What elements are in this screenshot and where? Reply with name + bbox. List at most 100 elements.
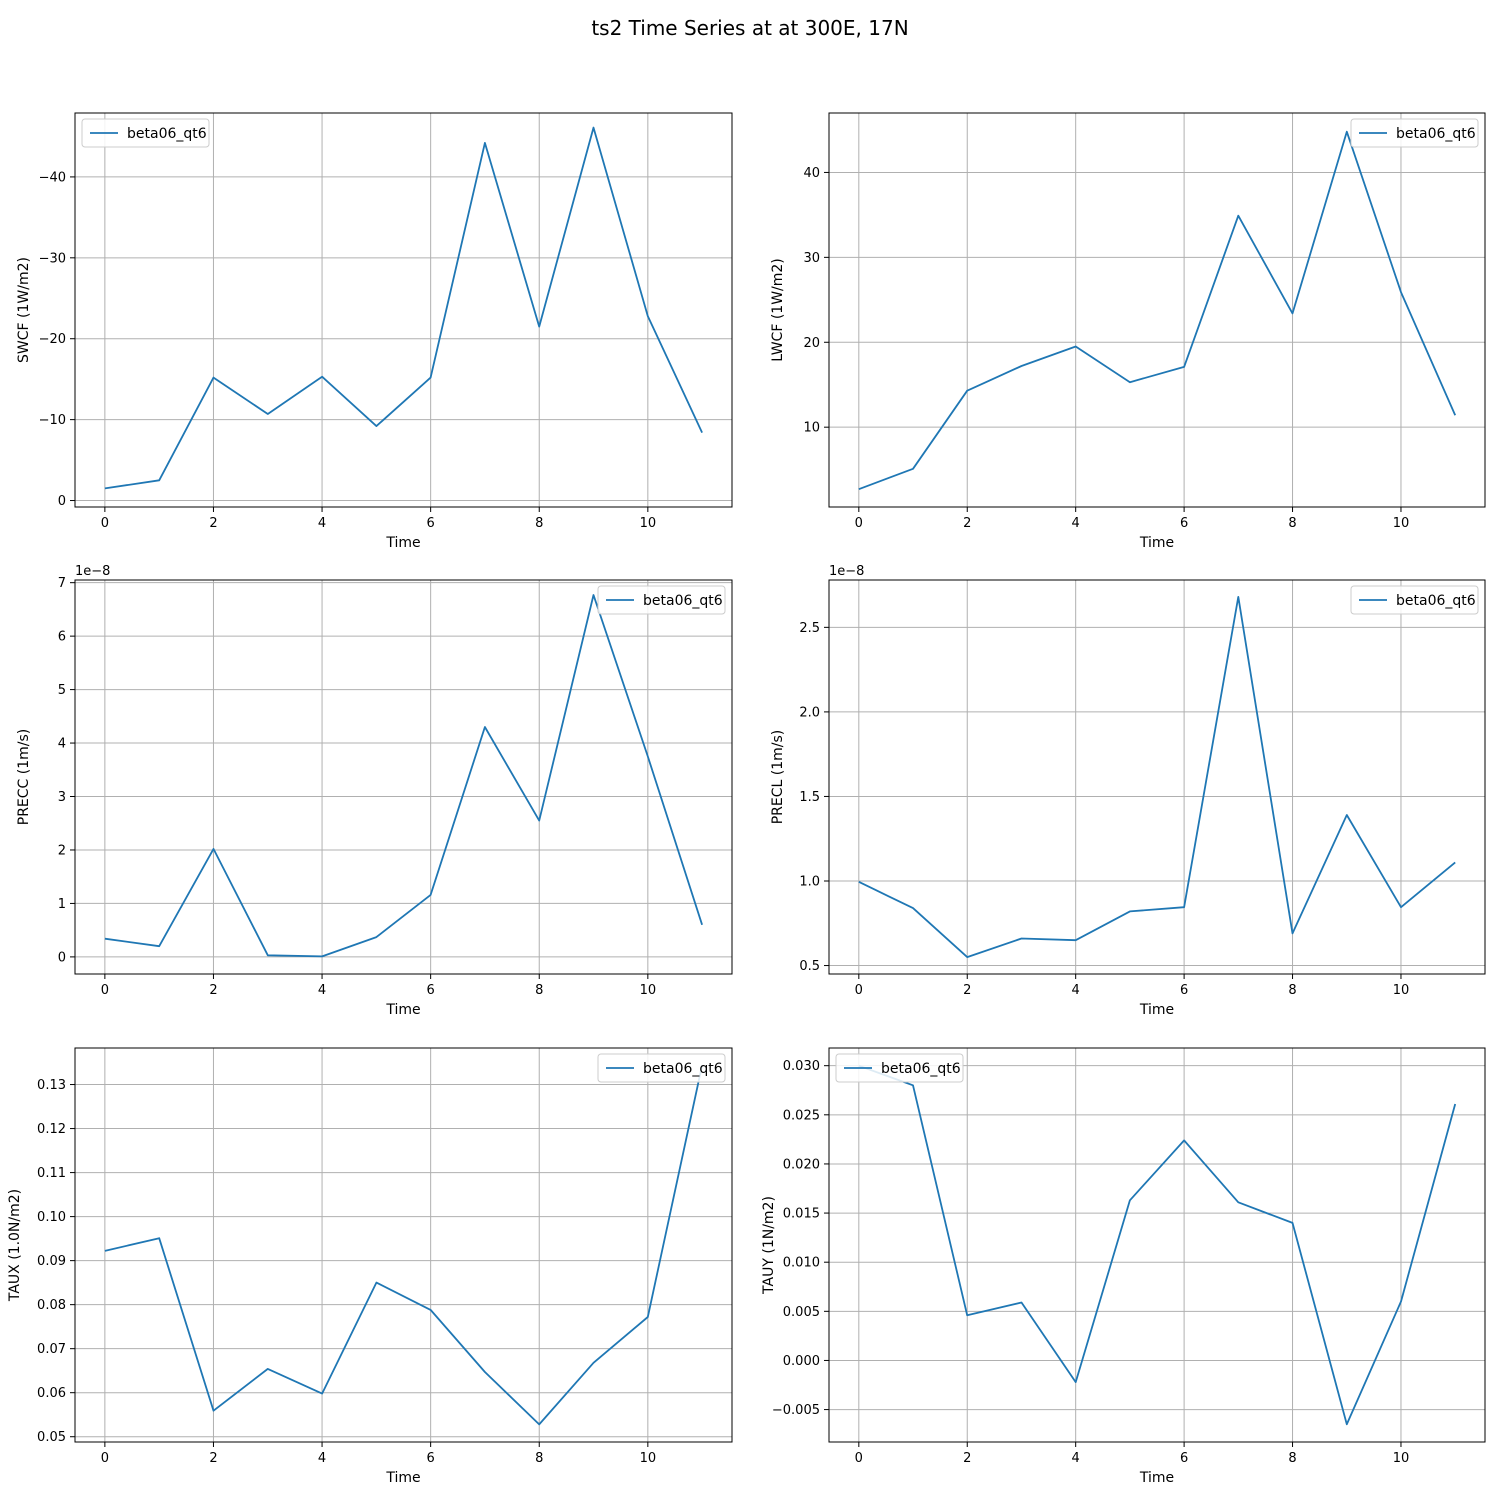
y-axis-label: PRECC (1m/s) — [16, 729, 32, 826]
y-axis-label: TAUX (1.0N/m2) — [7, 1189, 23, 1302]
subplot-3: 0 2 4 6 8 10 0 1 2 3 4 5 6 7 Time PRECC (1m/s) 1e−8 beta0… — [16, 564, 733, 1018]
x-tick-label: 6 — [1180, 516, 1188, 531]
y-tick-label: 4 — [58, 737, 66, 752]
y-tick-label: 3 — [58, 790, 66, 805]
x-tick-label: 2 — [963, 516, 971, 531]
y-tick-label: 30 — [803, 251, 820, 266]
y-tick-label: 5 — [58, 683, 66, 698]
y-axis-label: LWCF (1W/m2) — [770, 258, 786, 362]
y-tick-label: 0.07 — [37, 1342, 66, 1357]
y-tick-label: 1.5 — [799, 790, 820, 805]
legend: beta06_qt6 — [1350, 585, 1479, 615]
y-tick-label: 0.10 — [37, 1210, 66, 1225]
x-tick-label: 0 — [855, 516, 863, 531]
subplot-4: 0 2 4 6 8 10 0.5 1.0 1.5 2.0 2.5 Time PRECL (1m/s) 1e… — [770, 564, 1486, 1018]
y-tick-label: 0.12 — [37, 1122, 66, 1137]
y-tick-label: 20 — [803, 336, 820, 351]
x-tick-label: 8 — [1288, 1451, 1296, 1466]
y-offset-label: 1e−8 — [75, 564, 110, 579]
x-tick-label: 10 — [640, 983, 657, 998]
x-tick-label: 4 — [1072, 1451, 1080, 1466]
y-tick-label: 0.13 — [37, 1078, 66, 1093]
subplot-6: 0 2 4 6 8 10 −0.005 0.000 0.005 0.010 0.015 0.020 0.… — [761, 1047, 1486, 1486]
y-tick-label: 0.030 — [783, 1059, 820, 1074]
y-tick-label: −0.005 — [772, 1403, 820, 1418]
legend-box — [835, 1053, 964, 1083]
y-tick-label: 0.06 — [37, 1386, 66, 1401]
y-tick-label: 0.09 — [37, 1254, 66, 1269]
y-tick-label: 0.5 — [799, 959, 820, 974]
subplot-5: 0 2 4 6 8 10 0.05 0.06 0.07 0.08 0.09 0.10 0.11 0.12 0… — [7, 1047, 733, 1486]
y-tick-label: 6 — [58, 630, 66, 645]
axes-frame — [828, 1047, 1486, 1443]
legend-entry: beta06_qt6 — [127, 126, 207, 142]
y-tick-label: 0 — [58, 494, 66, 509]
y-tick-label: 0.11 — [37, 1166, 66, 1181]
x-tick-label: 6 — [1180, 1451, 1188, 1466]
x-tick-label: 6 — [427, 983, 435, 998]
subplot-2: 0 2 4 6 8 10 10 20 30 40 Time LWCF (1W/m2) beta06_qt… — [770, 112, 1486, 551]
y-tick-label: −10 — [39, 413, 66, 428]
y-tick-label: −40 — [39, 170, 66, 185]
y-axis-label: SWCF (1W/m2) — [16, 257, 32, 363]
x-tick-label: 4 — [318, 516, 326, 531]
x-tick-label: 4 — [1072, 516, 1080, 531]
legend-box — [1350, 118, 1479, 148]
y-tick-label: 0.015 — [783, 1207, 820, 1222]
x-tick-label: 10 — [1393, 983, 1410, 998]
x-tick-label: 0 — [855, 1451, 863, 1466]
y-tick-label: 0.005 — [783, 1305, 820, 1320]
y-tick-label: 2 — [58, 843, 66, 858]
y-axis-label: TAUY (1N/m2) — [761, 1196, 777, 1295]
y-tick-label: 0 — [58, 950, 66, 965]
y-tick-label: 2.5 — [799, 621, 820, 636]
x-tick-label: 0 — [855, 983, 863, 998]
subplot-1: 0 2 4 6 8 10 0 −10 −20 −30 −40 Time SWCF (1W/m2) beta… — [16, 112, 733, 551]
legend-box — [597, 585, 726, 615]
y-tick-label: 2.0 — [799, 705, 820, 720]
x-tick-label: 2 — [209, 1451, 217, 1466]
series-line-beta06_qt6 — [104, 126, 703, 490]
legend-entry: beta06_qt6 — [1396, 593, 1476, 609]
figure-title: ts2 Time Series at at 300E, 17N — [591, 16, 909, 40]
legend-entry: beta06_qt6 — [643, 593, 723, 609]
x-tick-label: 10 — [1393, 516, 1410, 531]
x-tick-label: 8 — [535, 516, 543, 531]
x-tick-label: 4 — [1072, 983, 1080, 998]
x-axis-label: Time — [385, 1470, 420, 1486]
x-tick-label: 4 — [318, 983, 326, 998]
series-line-beta06_qt6 — [858, 596, 1456, 958]
x-axis-label: Time — [385, 1002, 420, 1018]
x-tick-label: 8 — [1288, 983, 1296, 998]
y-tick-label: 40 — [803, 166, 820, 181]
y-tick-label: 1 — [58, 897, 66, 912]
y-axis-label: PRECL (1m/s) — [770, 730, 786, 825]
y-tick-label: 0.08 — [37, 1298, 66, 1313]
legend: beta06_qt6 — [835, 1053, 964, 1083]
y-tick-label: 1.0 — [799, 874, 820, 889]
x-tick-label: 8 — [535, 983, 543, 998]
series-line-beta06_qt6 — [104, 1065, 703, 1426]
axes-frame — [74, 579, 733, 975]
axes-frame — [828, 579, 1486, 975]
y-tick-label: 0.025 — [783, 1108, 820, 1123]
x-tick-label: 2 — [209, 983, 217, 998]
series-line-beta06_qt6 — [858, 130, 1457, 491]
x-tick-label: 10 — [640, 1451, 657, 1466]
y-tick-label: 0.010 — [783, 1256, 820, 1271]
x-tick-label: 6 — [427, 516, 435, 531]
legend-box — [1350, 585, 1479, 615]
x-tick-label: 0 — [101, 1451, 109, 1466]
x-tick-label: 0 — [101, 516, 109, 531]
legend: beta06_qt6 — [1350, 118, 1479, 148]
x-tick-label: 10 — [640, 516, 657, 531]
legend-box — [597, 1053, 726, 1083]
x-tick-label: 8 — [535, 1451, 543, 1466]
legend-entry: beta06_qt6 — [881, 1061, 961, 1077]
x-tick-label: 2 — [963, 983, 971, 998]
series-line-beta06_qt6 — [858, 1064, 1457, 1426]
legend-box — [81, 118, 210, 148]
x-tick-label: 6 — [427, 1451, 435, 1466]
axes-frame — [828, 112, 1486, 508]
